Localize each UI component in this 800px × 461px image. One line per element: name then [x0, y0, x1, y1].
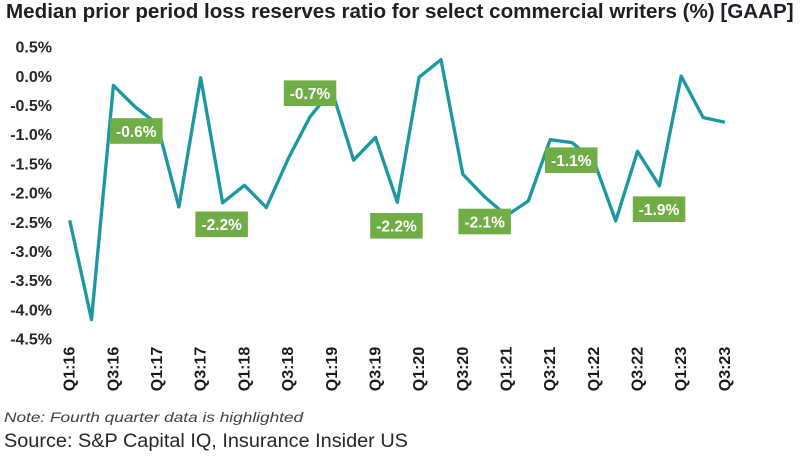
svg-text:-2.1%: -2.1%	[464, 214, 505, 231]
svg-text:-2.2%: -2.2%	[201, 217, 242, 234]
svg-text:Q1:16: Q1:16	[62, 347, 79, 392]
svg-text:-3.0%: -3.0%	[10, 244, 52, 261]
svg-text:-1.9%: -1.9%	[639, 202, 680, 219]
svg-text:Q1:22: Q1:22	[586, 347, 603, 392]
svg-text:Q1:18: Q1:18	[236, 347, 253, 392]
svg-text:Q1:19: Q1:19	[324, 347, 341, 392]
svg-text:0.0%: 0.0%	[16, 69, 52, 86]
svg-text:-2.5%: -2.5%	[10, 215, 52, 232]
svg-text:-0.7%: -0.7%	[290, 86, 331, 103]
svg-text:Q1:23: Q1:23	[673, 347, 690, 392]
svg-text:-4.0%: -4.0%	[10, 302, 52, 319]
svg-text:Q3:21: Q3:21	[542, 347, 559, 392]
svg-text:-1.1%: -1.1%	[551, 153, 592, 170]
svg-text:Q3:18: Q3:18	[280, 347, 297, 392]
svg-text:Q1:21: Q1:21	[499, 347, 516, 392]
svg-text:-2.2%: -2.2%	[376, 219, 417, 236]
svg-text:Q1:17: Q1:17	[149, 347, 166, 392]
svg-text:Q3:19: Q3:19	[368, 347, 385, 392]
svg-text:Q3:20: Q3:20	[455, 347, 472, 392]
svg-text:Q3:22: Q3:22	[630, 347, 647, 392]
svg-text:-4.5%: -4.5%	[10, 332, 52, 349]
svg-text:-3.5%: -3.5%	[10, 273, 52, 290]
svg-text:-2.0%: -2.0%	[10, 186, 52, 203]
svg-text:Q1:20: Q1:20	[411, 347, 428, 392]
svg-text:0.5%: 0.5%	[16, 40, 52, 57]
svg-text:-0.5%: -0.5%	[10, 98, 52, 115]
svg-text:-1.0%: -1.0%	[10, 127, 52, 144]
svg-text:-0.6%: -0.6%	[116, 124, 157, 141]
svg-text:Q3:17: Q3:17	[193, 347, 210, 392]
svg-text:Q3:16: Q3:16	[105, 347, 122, 392]
svg-text:-1.5%: -1.5%	[10, 156, 52, 173]
svg-text:Q3:23: Q3:23	[717, 347, 734, 392]
